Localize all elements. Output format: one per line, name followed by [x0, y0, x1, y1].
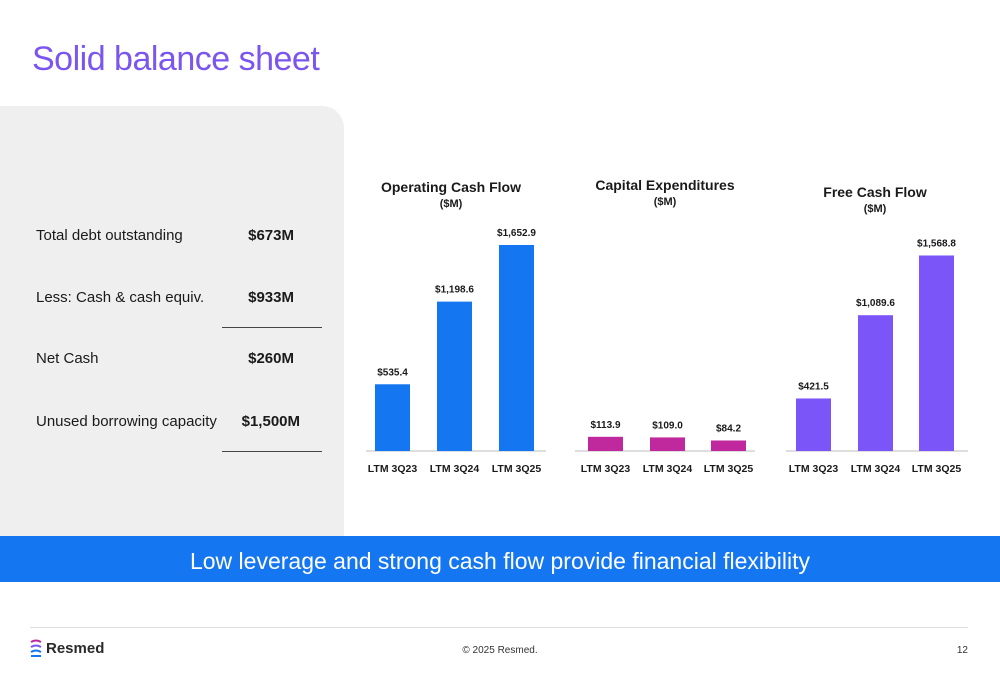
resmed-logo: Resmed: [30, 637, 104, 659]
capex-data-label-2: $109.0: [652, 420, 683, 431]
ocf-category-label-2: LTM 3Q24: [430, 463, 480, 475]
capex-category-label-3: LTM 3Q25: [704, 463, 754, 475]
fcf-bar-1: [796, 398, 831, 451]
ocf-bar-1: [375, 384, 410, 451]
fcf-category-label-2: LTM 3Q24: [851, 463, 901, 475]
fcf-data-label-2: $1,089.6: [856, 298, 895, 309]
footer-divider: [30, 627, 968, 628]
ocf-chart-title: Operating Cash Flow: [380, 179, 521, 195]
capex-chart-unit: ($M): [653, 196, 677, 208]
capex-data-label-3: $84.2: [716, 424, 741, 435]
total-debt-label: Total debt outstanding: [36, 227, 183, 244]
capex-bar-3: [711, 440, 746, 451]
borrowing-capacity-value: $1,500M: [241, 413, 300, 430]
net-cash-label: Net Cash: [36, 350, 99, 367]
ocf-data-label-3: $1,652.9: [497, 228, 536, 239]
capex-bar-2: [650, 437, 685, 451]
fcf-chart-title: Free Cash Flow: [823, 184, 927, 200]
ocf-bar-2: [437, 301, 472, 451]
ocf-chart-unit: ($M): [439, 198, 463, 210]
capex-bar-1: [588, 436, 623, 451]
capex-category-label-2: LTM 3Q24: [643, 463, 693, 475]
ocf-category-label-3: LTM 3Q25: [492, 463, 542, 475]
fcf-data-label-1: $421.5: [798, 381, 829, 392]
net-cash-value: $260M: [248, 350, 294, 367]
total-debt-value: $673M: [248, 227, 294, 244]
banner-text: Low leverage and strong cash flow provid…: [189, 548, 811, 574]
page-number: 12: [956, 645, 968, 656]
table-rule-bottom: [222, 451, 322, 452]
ocf-data-label-1: $535.4: [377, 367, 408, 378]
ocf-bar-3: [499, 245, 534, 451]
ocf-data-label-2: $1,198.6: [435, 285, 474, 296]
capex-chart-title: Capital Expenditures: [595, 177, 735, 193]
balance-panel: [0, 106, 344, 536]
logo-text: Resmed: [46, 639, 105, 657]
resmed-logo-icon: [30, 639, 42, 657]
table-rule: [222, 327, 322, 328]
fcf-category-label-3: LTM 3Q25: [912, 463, 962, 475]
capex-data-label-1: $113.9: [590, 420, 620, 431]
fcf-data-label-3: $1,568.8: [917, 238, 956, 249]
fcf-chart-unit: ($M): [863, 203, 887, 215]
cash-label: Less: Cash & cash equiv.: [36, 289, 205, 306]
fcf-category-label-1: LTM 3Q23: [789, 463, 839, 475]
fcf-bar-3: [919, 255, 954, 451]
borrowing-capacity-label: Unused borrowing capacity: [36, 413, 217, 430]
page-title: Solid balance sheet: [32, 40, 320, 78]
ocf-category-label-1: LTM 3Q23: [368, 463, 418, 475]
fcf-bar-2: [858, 315, 893, 451]
capex-category-label-1: LTM 3Q23: [581, 463, 631, 475]
cash-value: $933M: [248, 289, 294, 306]
takeaway-banner: Low leverage and strong cash flow provid…: [0, 536, 1000, 582]
copyright: © 2025 Resmed.: [462, 645, 538, 656]
